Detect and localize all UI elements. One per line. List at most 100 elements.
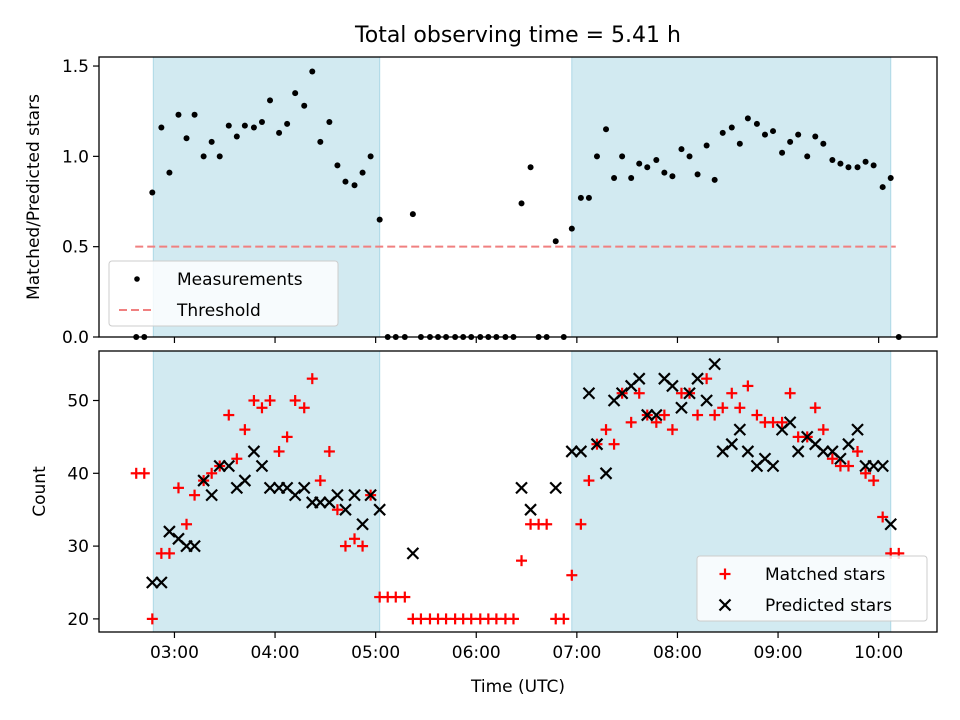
- predicted-star-point: [197, 474, 210, 487]
- y-tick-label: 30: [67, 537, 89, 557]
- predicted-star-point: [574, 445, 588, 458]
- predicted-star-point: [640, 408, 654, 422]
- matched-star-point: [701, 373, 713, 385]
- x-tick-label: 05:00: [351, 643, 400, 663]
- predicted-star-point: [163, 525, 176, 538]
- matched-star-point: [223, 409, 235, 421]
- matched-star-point: [281, 431, 293, 443]
- measurement-point: [636, 160, 643, 167]
- measurement-point: [736, 140, 743, 147]
- measurement-point: [267, 97, 274, 104]
- x-tick-label: 03:00: [150, 643, 199, 663]
- measurement-point: [409, 211, 416, 218]
- predicted-star-point: [716, 445, 729, 458]
- predicted-star-point: [851, 423, 864, 436]
- predicted-star-point: [666, 379, 679, 393]
- legend-measurement-marker: [134, 276, 140, 282]
- matched-star-point: [776, 416, 788, 428]
- matched-star-point: [231, 453, 243, 465]
- measurement-point: [829, 156, 836, 163]
- matched-star-point: [633, 387, 645, 399]
- measurement-point: [744, 115, 751, 122]
- legend-box: [696, 555, 928, 622]
- matched-star-point: [541, 518, 553, 530]
- measurement-point: [292, 90, 299, 97]
- measurement-point: [233, 133, 240, 140]
- matched-star-point: [600, 424, 612, 436]
- x-tick-label: 08:00: [653, 643, 702, 663]
- matched-star-point: [742, 380, 754, 392]
- measurement-point: [678, 146, 685, 153]
- matched-star-point: [357, 540, 369, 552]
- measurement-point: [175, 111, 182, 118]
- matched-star-point: [583, 475, 595, 487]
- measurement-point: [158, 124, 165, 131]
- predicted-star-point: [288, 488, 302, 502]
- matched-star-point: [399, 591, 411, 603]
- matched-star-point: [146, 613, 158, 625]
- matched-star-point: [852, 445, 864, 457]
- predicted-star-point: [247, 445, 261, 458]
- measurement-point: [208, 138, 215, 145]
- measurement-point: [795, 131, 802, 138]
- matched-star-point: [877, 511, 889, 523]
- legend-label: Threshold: [176, 301, 261, 321]
- measurement-point: [585, 194, 592, 201]
- matched-star-point: [868, 475, 880, 487]
- legend-box: [108, 260, 339, 327]
- matched-star-point: [817, 424, 829, 436]
- matched-star-point: [717, 402, 729, 414]
- measurement-point: [761, 131, 768, 138]
- matched-star-point: [575, 518, 587, 530]
- predicted-star-point: [213, 459, 226, 473]
- matched-star-point: [163, 547, 175, 559]
- matched-star-point: [181, 518, 193, 530]
- measurement-point: [326, 119, 333, 126]
- measurement-point: [149, 189, 156, 196]
- predicted-star-point: [515, 481, 528, 495]
- matched-star-point: [809, 402, 821, 414]
- predicted-star-point: [146, 576, 159, 589]
- measurement-point: [258, 119, 265, 126]
- matched-star-point: [650, 416, 662, 428]
- predicted-star-point: [590, 437, 604, 451]
- matched-star-point: [692, 409, 704, 421]
- matched-star-point: [273, 445, 285, 457]
- predicted-star-point: [364, 488, 377, 502]
- ratio-panel-frame: [98, 56, 938, 338]
- matched-star-point: [289, 395, 301, 407]
- measurement-point: [870, 162, 877, 169]
- matched-star-point: [206, 467, 218, 479]
- measurement-point: [359, 169, 366, 176]
- measurement-point: [200, 153, 207, 160]
- matched-star-point: [860, 467, 872, 479]
- predicted-star-point: [876, 459, 889, 473]
- y-tick-label: 0.5: [62, 238, 89, 258]
- observing-window-2: [571, 56, 892, 338]
- measurement-point: [703, 142, 710, 149]
- predicted-star-point: [549, 481, 563, 495]
- predicted-star-point: [632, 372, 646, 385]
- legend-predicted-marker: [718, 598, 732, 612]
- y-tick-label: 50: [67, 392, 89, 412]
- matched-star-point: [323, 445, 335, 457]
- count-panel: 20 30 40 50 03:00 04:00 05:00 06:00 07:00 08:00 0…: [30, 350, 938, 697]
- measurement-point: [577, 194, 584, 201]
- measurement-point: [719, 129, 726, 136]
- measurement-point: [820, 140, 827, 147]
- count-panel-frame: [98, 350, 938, 633]
- measurement-point: [644, 164, 651, 171]
- matched-star-point: [751, 409, 763, 421]
- measurement-point: [250, 124, 257, 131]
- matched-star-point: [625, 416, 637, 428]
- x-tick-label: 07:00: [552, 643, 601, 663]
- predicted-star-point: [683, 386, 696, 400]
- predicted-star-point: [700, 394, 713, 407]
- measurement-point: [527, 164, 534, 171]
- measurement-point: [334, 162, 341, 169]
- measurement-point: [351, 182, 358, 189]
- predicted-star-point: [650, 408, 663, 422]
- measurement-point: [568, 225, 575, 232]
- measurement-point: [887, 175, 894, 182]
- matched-star-point: [256, 402, 268, 414]
